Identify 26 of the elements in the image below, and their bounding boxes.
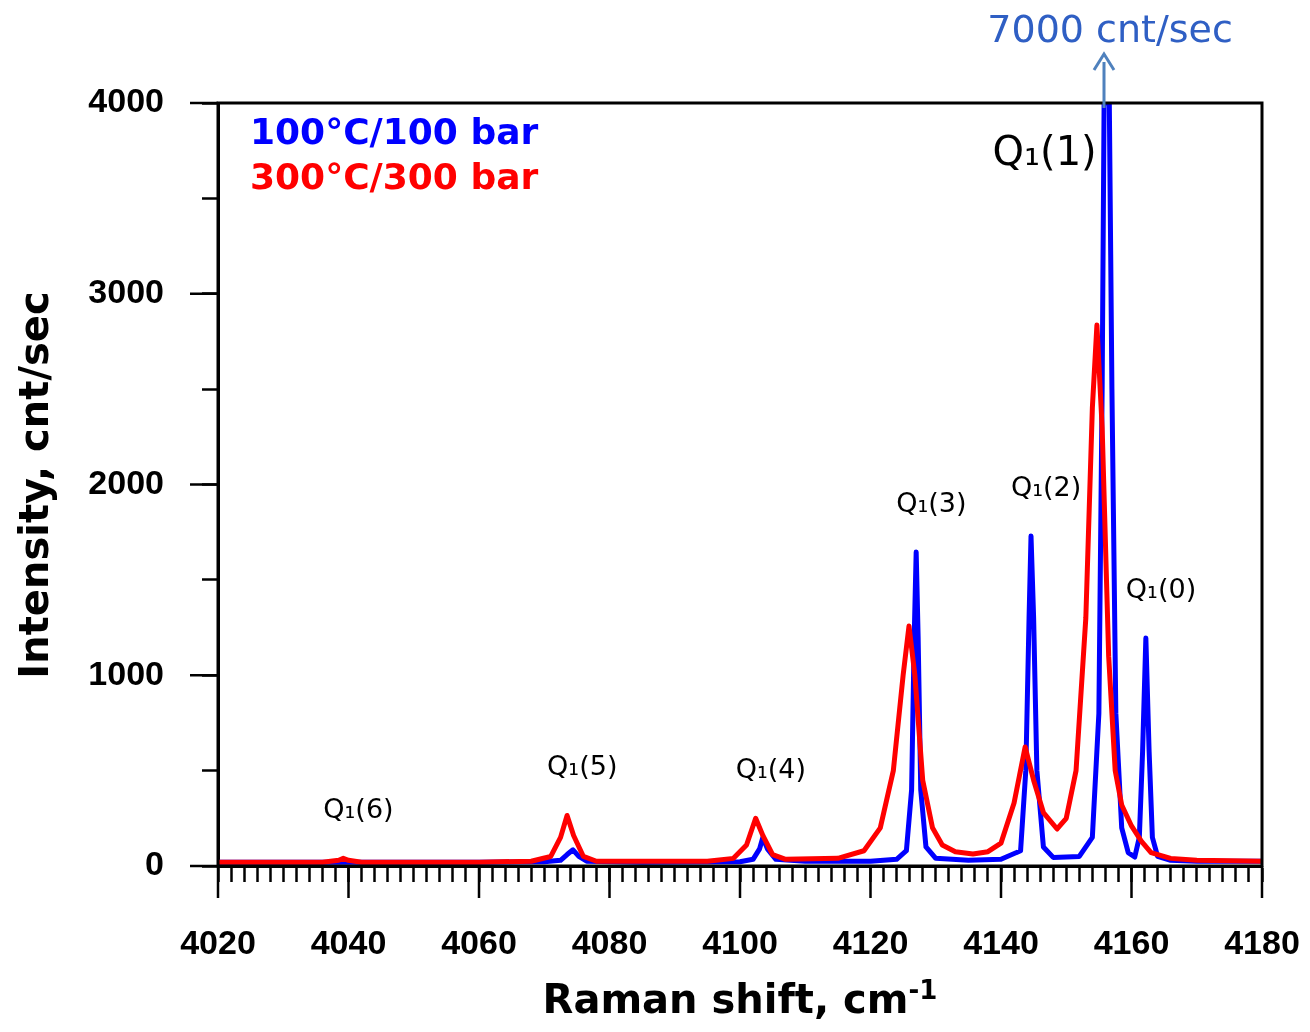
x-tick-label: 4120: [832, 923, 909, 962]
x-tick-label: 4060: [441, 923, 517, 962]
text: 7000 cnt/sec: [987, 7, 1233, 51]
x-tick-label: 4180: [1224, 923, 1300, 962]
text: 100°C/100 bar: [250, 111, 539, 153]
text: 300°C/300 bar: [250, 156, 539, 198]
x-tick-label: 4100: [702, 923, 778, 962]
annotation: Q₁(6): [323, 793, 394, 825]
y-tick-label: 2000: [88, 462, 164, 501]
y-axis-title: Intensity, cnt/sec: [11, 290, 57, 681]
y-tick-label: 0: [145, 844, 164, 883]
annotation: Q₁(0): [1125, 573, 1197, 605]
annotation: Q₁(3): [896, 487, 967, 519]
y-tick-label: 3000: [88, 272, 164, 311]
x-axis-title: Raman shift, cm$^{-1}$: [541, 975, 939, 1023]
annotation: Q₁(1): [992, 128, 1097, 174]
x-tick-label: 4040: [310, 923, 387, 962]
x-tick-label: 4020: [180, 923, 256, 962]
x-tick-label: 4160: [1093, 923, 1170, 962]
annotation: Q₁(4): [735, 753, 806, 785]
annotation: Q₁(5): [547, 750, 618, 782]
annotation: Q₁(2): [1011, 471, 1082, 502]
x-tick-label: 4140: [963, 923, 1039, 962]
y-tick-label: 4000: [88, 81, 164, 120]
x-tick-label: 4080: [571, 923, 648, 962]
y-tick-label: 1000: [88, 653, 164, 692]
